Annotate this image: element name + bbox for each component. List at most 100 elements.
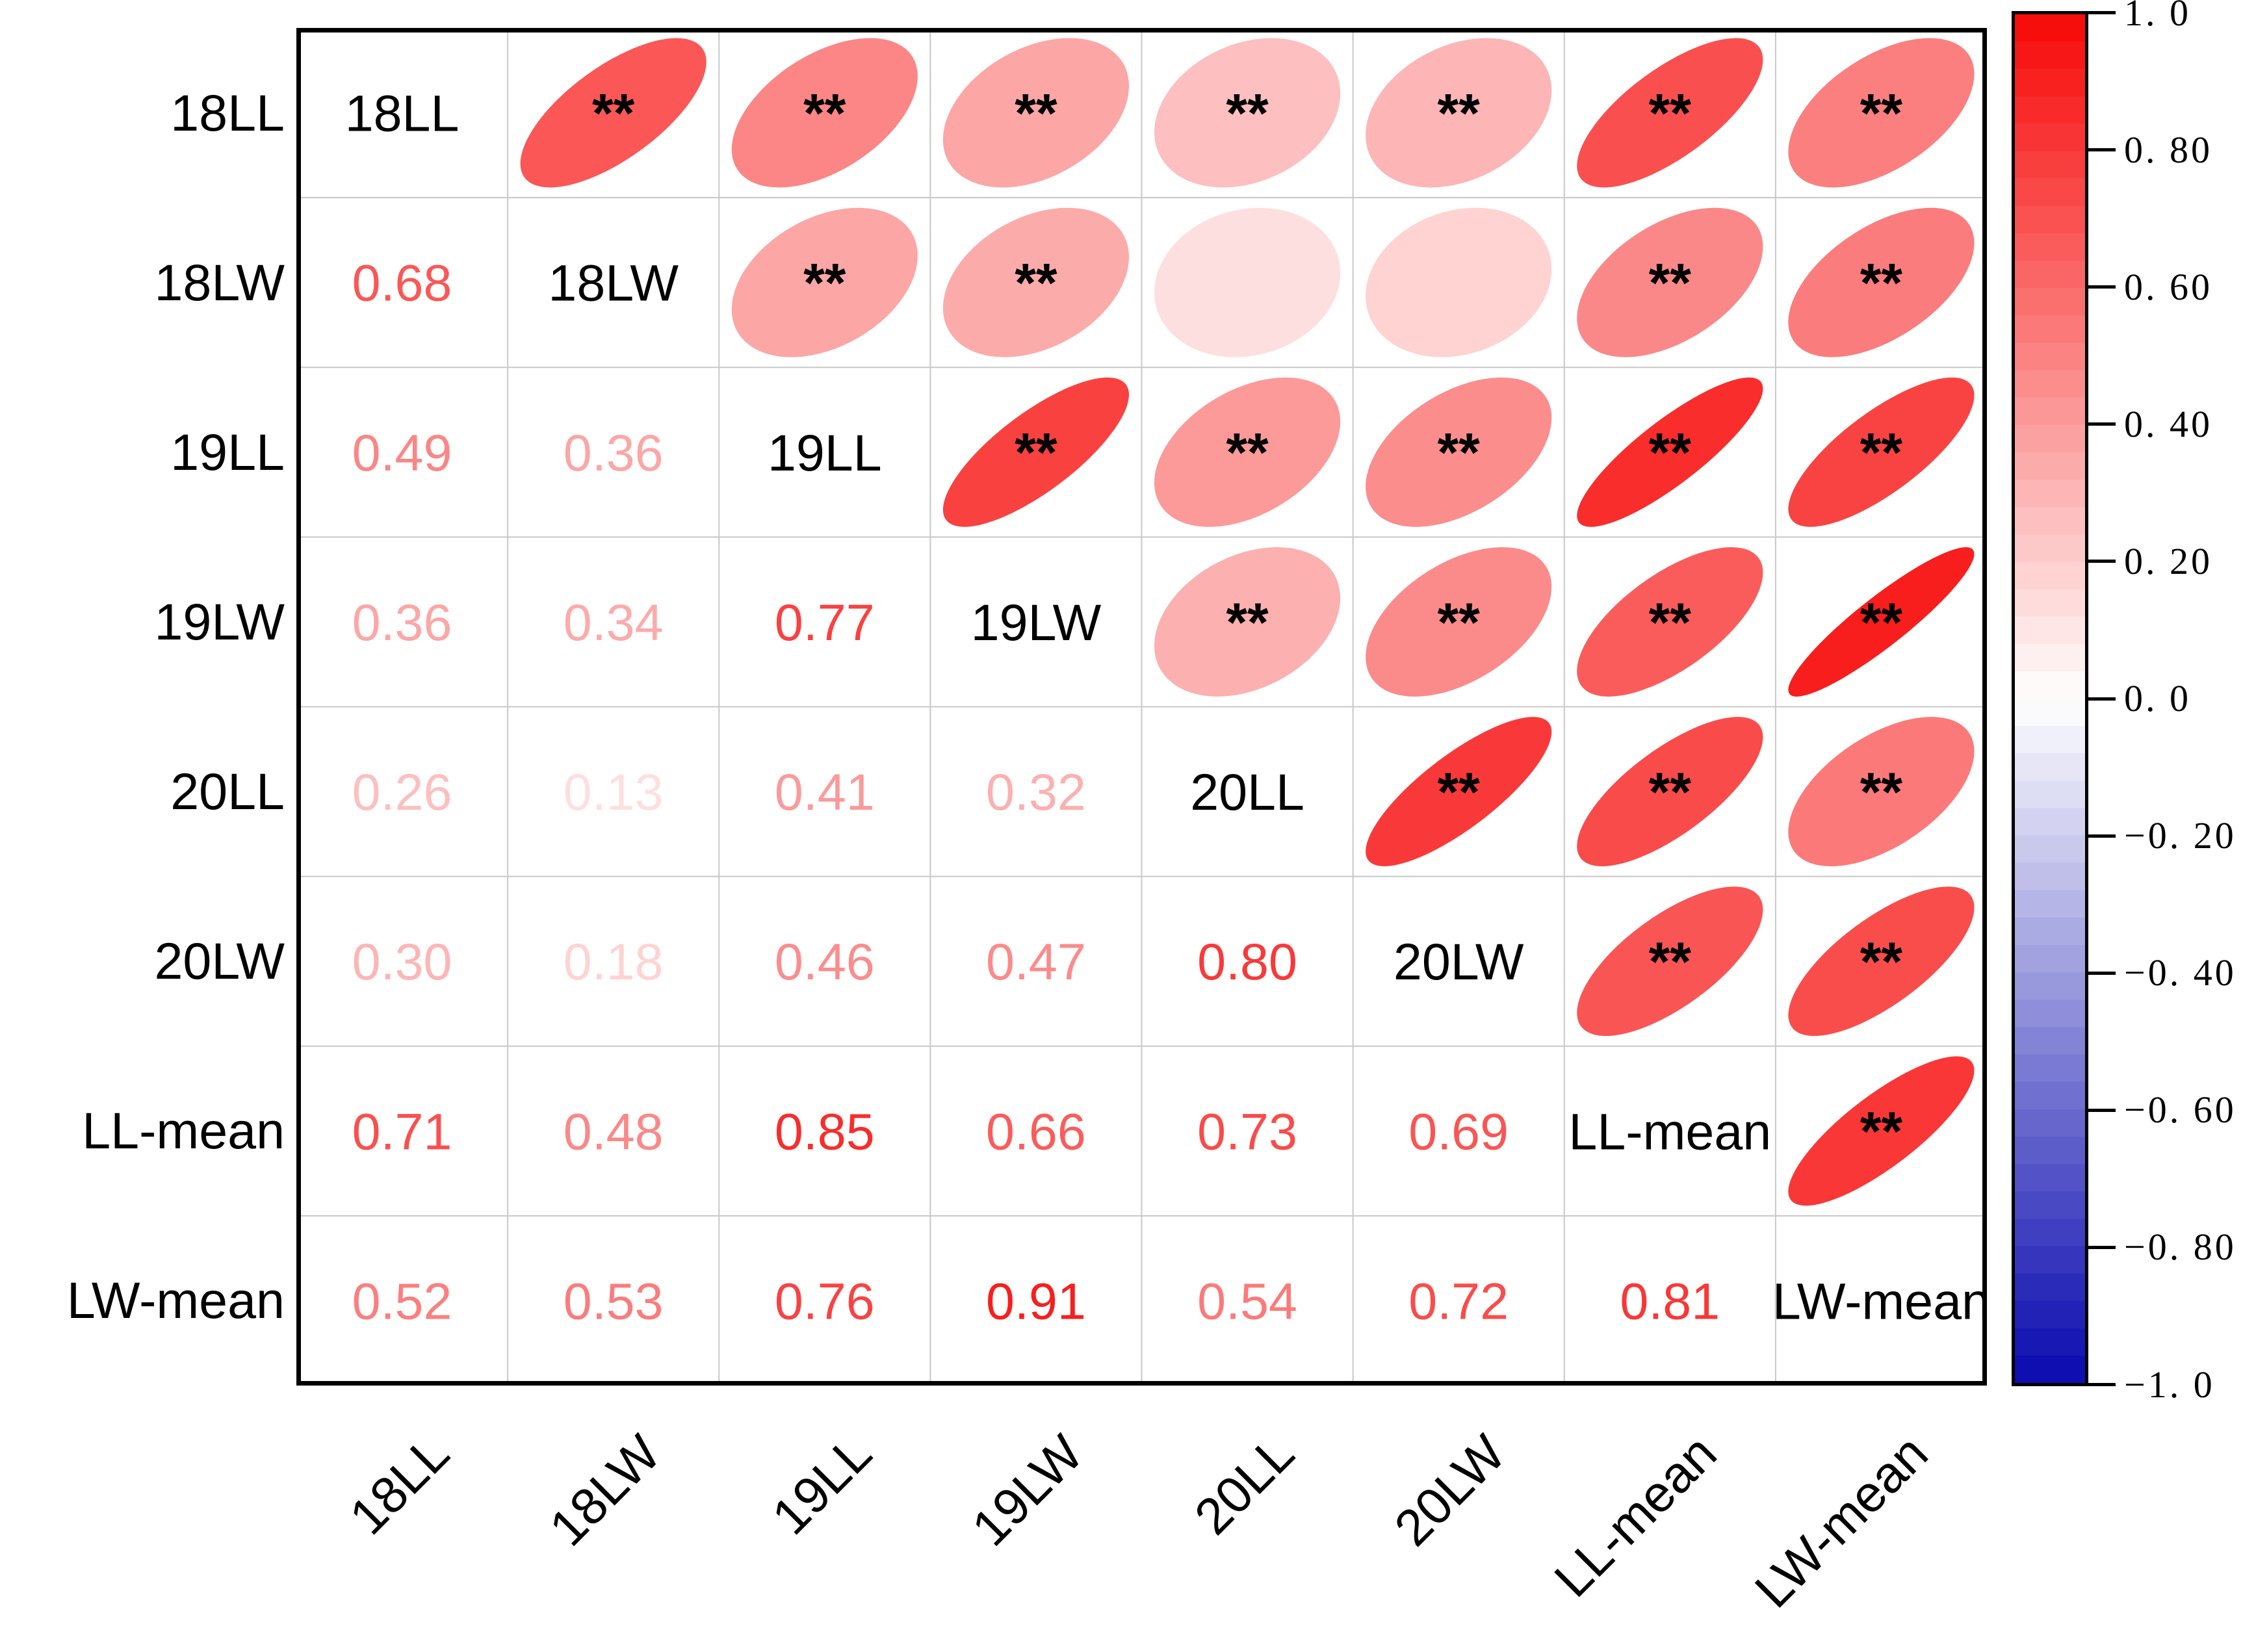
significance-stars-20LL-20LW: ** [1437,761,1480,822]
significance-stars-18LL-20LL: ** [1226,83,1269,144]
significance-stars-18LL-20LW: ** [1437,83,1480,144]
significance-stars-20LW-LL-mean: ** [1649,931,1692,992]
significance-stars-18LL-19LW: ** [1015,83,1057,144]
corr-value-LW-mean-18LL: 0.52 [352,1272,452,1330]
x-axis-label-20LL: 20LL [1183,1423,1305,1545]
significance-stars-19LL-LW-mean: ** [1860,422,1903,483]
corr-value-20LL-18LW: 0.13 [564,763,664,821]
colorbar-tick--0.6 [2088,1108,2116,1112]
corr-value-20LL-19LL: 0.41 [775,763,875,821]
corr-value-LW-mean-19LL: 0.76 [775,1272,875,1330]
corr-ellipse-19LW-20LW [1366,547,1552,697]
significance-stars-19LW-20LL: ** [1226,591,1269,652]
corr-value-LW-mean-LL-mean: 0.81 [1620,1272,1720,1330]
colorbar-tick-label-0.2: 0. 20 [2124,539,2212,582]
y-axis-label-20LL: 20LL [170,762,285,821]
significance-stars-18LW-19LW: ** [1015,252,1057,313]
colorbar-tick-label--0.6: −0. 60 [2124,1089,2237,1131]
colorbar-tick-label-0.4: 0. 40 [2124,402,2212,445]
colorbar-tick-label-0.6: 0. 60 [2124,265,2212,308]
y-axis-label-LW-mean: LW-mean [66,1271,285,1330]
corr-value-20LW-19LL: 0.46 [775,933,875,990]
diagonal-label-19LL: 19LL [768,424,882,482]
significance-stars-18LW-LW-mean: ** [1860,252,1903,313]
corr-ellipse-18LW-20LW [1366,207,1552,357]
x-axis-label-LW-mean: LW-mean [1744,1423,1939,1619]
significance-stars-LL-mean-LW-mean: ** [1860,1101,1903,1162]
corr-ellipse-18LL-20LL [1154,38,1341,188]
corr-value-LL-mean-20LL: 0.73 [1197,1102,1297,1160]
corr-value-LL-mean-20LW: 0.69 [1408,1102,1509,1160]
colorbar-tick-label--1: −1. 0 [2124,1363,2215,1406]
colorbar-tick-0.8 [2088,148,2116,152]
correlation-matrix-plot: 18LL ** ** ** ** ** ** ** 0.68 18LW ** ** ** ** 0.49 0.… [296,28,1987,1386]
corr-ellipse-18LW-LL-mean [1577,207,1763,357]
corr-ellipse-18LL-20LW [1366,38,1552,188]
significance-stars-19LL-LL-mean: ** [1649,422,1692,483]
corr-value-LW-mean-19LW: 0.91 [986,1272,1086,1330]
significance-stars-18LL-LL-mean: ** [1649,83,1692,144]
x-axis-label-19LL: 19LL [760,1423,883,1545]
corr-ellipse-20LL-LW-mean [1788,717,1975,866]
corr-value-19LW-18LL: 0.36 [352,593,452,651]
x-axis-label-19LW: 19LW [960,1423,1094,1557]
significance-stars-18LW-19LL: ** [803,252,846,313]
corr-ellipse-19LL-LW-mean [1788,377,1975,527]
diagonal-label-18LW: 18LW [548,254,679,312]
significance-stars-20LW-LW-mean: ** [1860,931,1903,992]
corr-value-18LW-18LL: 0.68 [352,254,452,312]
diagonal-label-18LL: 18LL [345,84,460,142]
corr-value-20LW-19LW: 0.47 [986,933,1086,990]
corr-ellipse-20LL-LL-mean [1577,717,1763,866]
corr-ellipse-20LW-LW-mean [1788,886,1975,1037]
corr-value-19LL-18LL: 0.49 [352,424,452,482]
corr-value-19LW-19LL: 0.77 [775,593,875,651]
corr-ellipse-20LW-LL-mean [1577,886,1763,1037]
colorbar-tick--0.8 [2088,1245,2116,1249]
colorbar-tick-label-0.8: 0. 80 [2124,128,2212,171]
corr-value-LW-mean-18LW: 0.53 [564,1272,664,1330]
significance-stars-19LW-20LW: ** [1437,591,1480,652]
significance-stars-19LL-19LW: ** [1015,422,1057,483]
corr-value-20LL-19LW: 0.32 [986,763,1086,821]
corr-ellipse-19LL-20LL [1154,377,1341,527]
matrix-frame [296,28,1987,1386]
y-axis-label-19LW: 19LW [154,592,285,651]
corr-ellipse-18LL-LW-mean [1788,38,1975,188]
corr-ellipse-18LL-LL-mean [1577,38,1763,188]
corr-value-LL-mean-19LW: 0.66 [986,1102,1086,1160]
x-axis-label-18LW: 18LW [538,1423,671,1557]
colorbar-tick-0 [2088,697,2116,701]
corr-ellipse-LL-mean-LW-mean [1788,1056,1975,1206]
x-axis-label-20LW: 20LW [1383,1423,1516,1557]
corr-value-20LW-18LL: 0.30 [352,933,452,990]
significance-stars-19LW-LW-mean: ** [1860,591,1903,652]
y-axis-label-LL-mean: LL-mean [82,1102,285,1160]
colorbar-tick--0.2 [2088,834,2116,838]
corr-value-19LL-18LW: 0.36 [564,424,664,482]
colorbar-tick--1 [2088,1383,2116,1386]
y-axis-label-19LL: 19LL [170,422,285,481]
y-axis-label-20LW: 20LW [154,932,285,990]
significance-stars-18LL-18LW: ** [592,83,635,144]
x-axis-label-18LL: 18LL [337,1423,460,1545]
diagonal-label-20LW: 20LW [1394,933,1524,990]
corr-ellipse-19LL-LL-mean [1577,377,1763,527]
colorbar-tick-label--0.8: −0. 80 [2124,1226,2237,1269]
corr-value-LW-mean-20LL: 0.54 [1197,1272,1297,1330]
corr-ellipse-18LL-19LL [731,38,918,188]
significance-stars-19LL-20LW: ** [1437,422,1480,483]
diagonal-label-LW-mean: LW-mean [1772,1272,1987,1330]
corr-value-20LW-18LW: 0.18 [564,933,664,990]
colorbar-tick--0.4 [2088,971,2116,975]
colorbar-tick-label--0.2: −0. 20 [2124,814,2237,857]
significance-stars-20LL-LW-mean: ** [1860,761,1903,822]
colorbar-tick-0.4 [2088,422,2116,426]
corr-value-LL-mean-18LL: 0.71 [352,1102,452,1160]
diagonal-label-LL-mean: LL-mean [1568,1102,1771,1160]
corr-ellipse-19LW-LW-mean [1788,547,1975,697]
colorbar-tick-1 [2088,11,2116,14]
diagonal-label-19LW: 19LW [971,593,1102,651]
corr-ellipse-20LL-20LW [1366,717,1552,866]
